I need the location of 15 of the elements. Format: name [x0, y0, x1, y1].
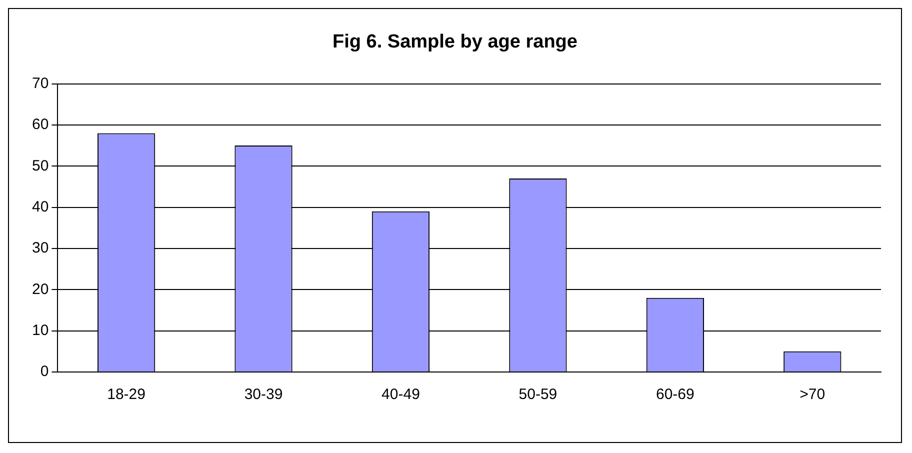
y-tick-label: 30: [32, 240, 49, 257]
x-tick-label: 60-69: [656, 386, 694, 404]
y-tick-label: 70: [32, 74, 49, 92]
chart-title: Fig 6. Sample by age range: [332, 32, 578, 53]
y-tick-label: 50: [32, 157, 49, 174]
x-tick-label: 30-39: [244, 386, 283, 404]
x-tick-label: 18-29: [107, 386, 146, 404]
y-tick-label: 0: [40, 363, 49, 380]
x-tick-label: >70: [800, 386, 826, 404]
x-tick-label: 50-59: [518, 386, 558, 404]
y-tick-label: 20: [32, 280, 49, 298]
y-tick-label: 60: [32, 116, 49, 134]
x-tick-label: 40-49: [382, 386, 420, 404]
y-tick-label: 10: [32, 322, 49, 339]
y-tick-label: 40: [32, 198, 49, 216]
